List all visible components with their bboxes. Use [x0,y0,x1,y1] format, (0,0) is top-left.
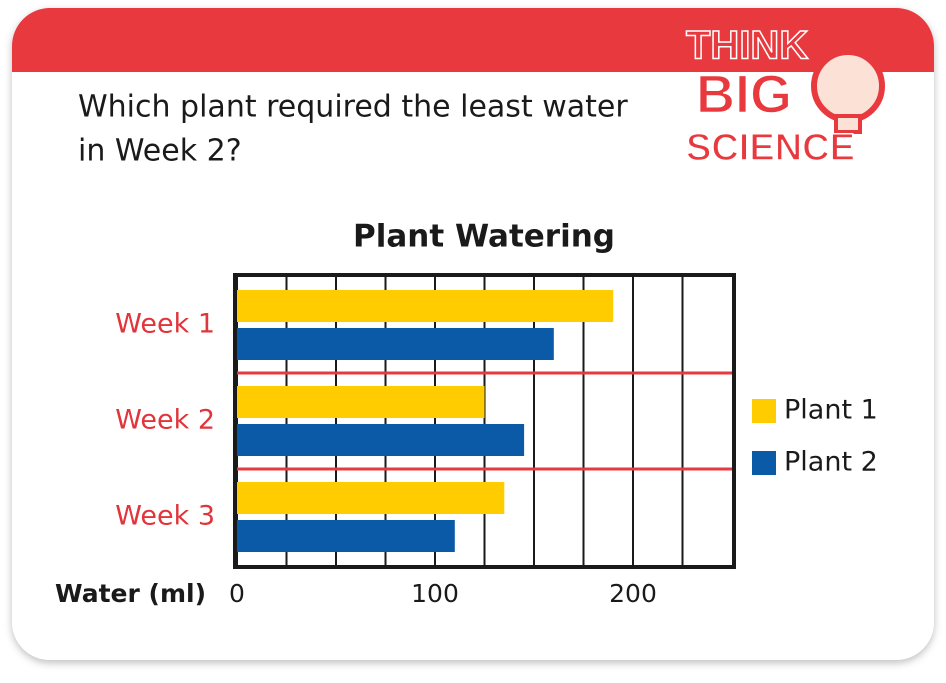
y-tick-label: Week 2 [115,405,215,436]
logo-bulb [811,49,885,123]
bar [237,290,614,322]
y-tick-label: Week 3 [115,501,215,532]
chart-title: Plant Watering [353,219,615,255]
x-tick-label: 200 [609,579,657,608]
x-tick-label: 100 [411,579,459,608]
plot: 0 100 200 Week 1 Week 2 Week 3 Plant 1 Plant 2 [115,273,878,608]
logo-text: BIG [696,64,792,124]
legend-swatch [752,451,776,475]
question-line: Which plant required the least water [78,90,628,125]
bar [237,328,554,360]
header-band [12,8,934,72]
bar [237,424,525,456]
question-line: in Week 2? [78,134,242,169]
logo-text: SCIENCE [686,127,855,169]
bar [237,386,485,418]
logo-text: THINK [686,24,808,68]
bar [237,520,455,552]
y-tick-label: Week 1 [115,309,215,340]
logo-bulb-base [834,114,862,134]
logo: THINK BIG SCIENCE [685,23,885,170]
x-axis-label: Water (ml) [55,579,206,608]
x-tick-label: 0 [229,579,245,608]
bar [237,482,505,514]
legend-swatch [752,399,776,423]
plot-frame [233,273,736,569]
legend-label: Plant 2 [784,447,878,478]
legend-label: Plant 1 [784,395,878,426]
